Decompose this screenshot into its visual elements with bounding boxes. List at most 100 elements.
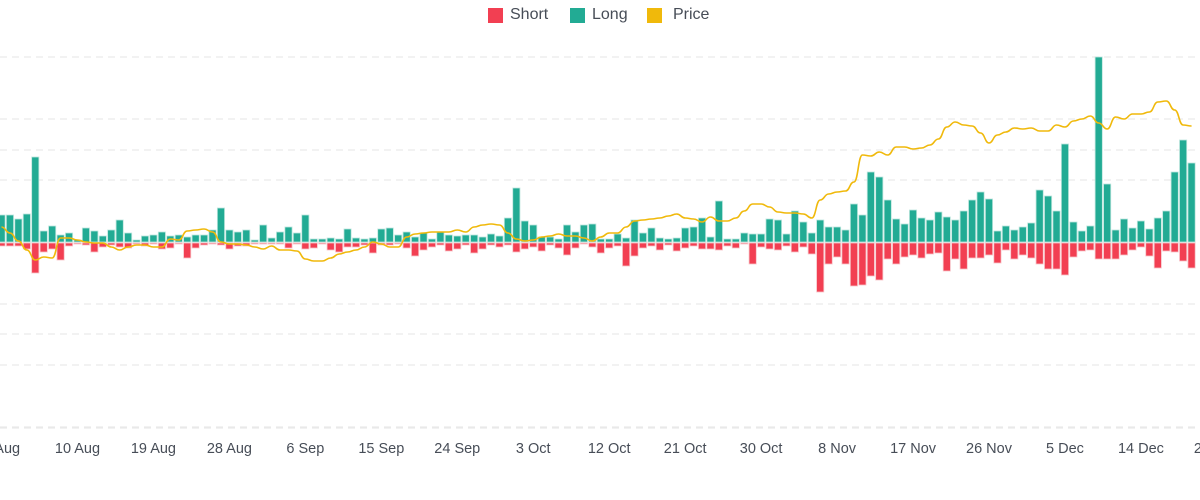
long-bar bbox=[461, 234, 470, 243]
long-bar bbox=[993, 230, 1002, 243]
short-bar bbox=[1094, 242, 1103, 260]
x-tick-label: 26 Nov bbox=[966, 441, 1013, 457]
long-bar bbox=[157, 231, 166, 243]
long-bar bbox=[740, 232, 749, 243]
long-bar bbox=[503, 217, 512, 243]
long-bar bbox=[242, 229, 251, 243]
short-bar bbox=[1145, 242, 1154, 257]
short-bar bbox=[1044, 242, 1053, 270]
short-bar bbox=[318, 242, 327, 245]
short-bar bbox=[335, 242, 344, 253]
short-bar bbox=[909, 242, 918, 256]
long-bar bbox=[377, 228, 386, 243]
long-bar bbox=[579, 224, 588, 243]
long-bar bbox=[773, 219, 782, 243]
short-bar bbox=[65, 242, 74, 247]
long-bar bbox=[39, 230, 48, 243]
short-bar bbox=[833, 242, 842, 258]
short-bar bbox=[495, 242, 504, 248]
long-bar bbox=[799, 221, 808, 243]
legend-item-short[interactable]: Short bbox=[488, 6, 548, 24]
long-bar bbox=[1077, 230, 1086, 243]
long-bar bbox=[588, 223, 597, 243]
long-bar bbox=[849, 203, 858, 243]
short-bar bbox=[216, 242, 225, 246]
long-bar bbox=[664, 238, 673, 243]
chart-legend: Short Long Price bbox=[0, 6, 1200, 28]
gridlines bbox=[0, 56, 1200, 429]
short-bar bbox=[605, 242, 614, 249]
long-bar bbox=[216, 207, 225, 243]
long-bar bbox=[419, 232, 428, 243]
long-bar bbox=[487, 233, 496, 243]
long-bar bbox=[1044, 195, 1053, 243]
legend-item-long[interactable]: Long bbox=[570, 6, 628, 24]
short-bar bbox=[765, 242, 774, 250]
short-bar bbox=[115, 242, 124, 248]
short-bar bbox=[351, 242, 360, 248]
short-bar bbox=[824, 242, 833, 265]
short-bar bbox=[706, 242, 715, 250]
short-bar bbox=[174, 242, 183, 245]
short-bar bbox=[461, 242, 470, 246]
long-bar bbox=[638, 232, 647, 243]
long-bar bbox=[562, 224, 571, 243]
short-bar bbox=[731, 242, 740, 249]
short-bar bbox=[689, 242, 698, 247]
short-bar bbox=[520, 242, 529, 250]
x-tick-label: 24 Sep bbox=[434, 441, 480, 457]
long-bar bbox=[267, 237, 276, 243]
short-bar bbox=[208, 242, 217, 245]
short-bar bbox=[276, 242, 285, 245]
x-tick-label: 14 Dec bbox=[1118, 441, 1164, 457]
long-bar bbox=[1010, 229, 1019, 243]
short-bar bbox=[782, 242, 791, 247]
short-bar bbox=[849, 242, 858, 287]
long-bar bbox=[1018, 226, 1027, 243]
long-bar bbox=[520, 220, 529, 243]
long-bar bbox=[225, 229, 234, 243]
price-line bbox=[1, 100, 1192, 262]
long-bar bbox=[1027, 222, 1036, 243]
short-bar bbox=[1035, 242, 1044, 265]
long-bar bbox=[318, 238, 327, 243]
short-bar bbox=[250, 242, 259, 245]
short-bar bbox=[1069, 242, 1078, 258]
long-bar bbox=[90, 230, 99, 243]
x-tick-label: 5 Dec bbox=[1046, 441, 1084, 457]
long-bar bbox=[1069, 221, 1078, 243]
short-bar bbox=[436, 242, 445, 246]
short-bar bbox=[968, 242, 977, 259]
long-bars bbox=[0, 56, 1196, 243]
short-bar bbox=[73, 242, 82, 245]
short-bar bbox=[630, 242, 639, 257]
short-bar bbox=[748, 242, 757, 265]
long-bar bbox=[436, 231, 445, 243]
short-bar bbox=[892, 242, 901, 265]
long-bar bbox=[816, 219, 825, 243]
long-bar bbox=[672, 237, 681, 243]
short-bar bbox=[1128, 242, 1137, 251]
x-axis-ticks: 1 Aug 10 Aug 19 Aug 28 Aug 6 Sep 15 Sep 24 Sep… bbox=[0, 441, 1200, 457]
short-bar bbox=[1111, 242, 1120, 260]
long-bar bbox=[1103, 183, 1112, 243]
short-bar bbox=[858, 242, 867, 286]
short-bar bbox=[1153, 242, 1162, 269]
long-bar bbox=[706, 236, 715, 243]
short-bar bbox=[48, 242, 57, 250]
short-bar bbox=[562, 242, 571, 256]
long-bar bbox=[284, 226, 293, 243]
long-bar bbox=[875, 176, 884, 243]
short-bar bbox=[613, 242, 622, 247]
short-bar bbox=[444, 242, 453, 252]
short-bar bbox=[875, 242, 884, 281]
legend-item-price[interactable]: Price bbox=[647, 6, 709, 24]
long-bar bbox=[259, 224, 268, 243]
short-bar bbox=[478, 242, 487, 250]
long-bar bbox=[1128, 227, 1137, 243]
short-bar bbox=[1086, 242, 1095, 251]
short-bar bbox=[816, 242, 825, 293]
short-bar bbox=[1052, 242, 1061, 270]
long-bar bbox=[807, 232, 816, 243]
